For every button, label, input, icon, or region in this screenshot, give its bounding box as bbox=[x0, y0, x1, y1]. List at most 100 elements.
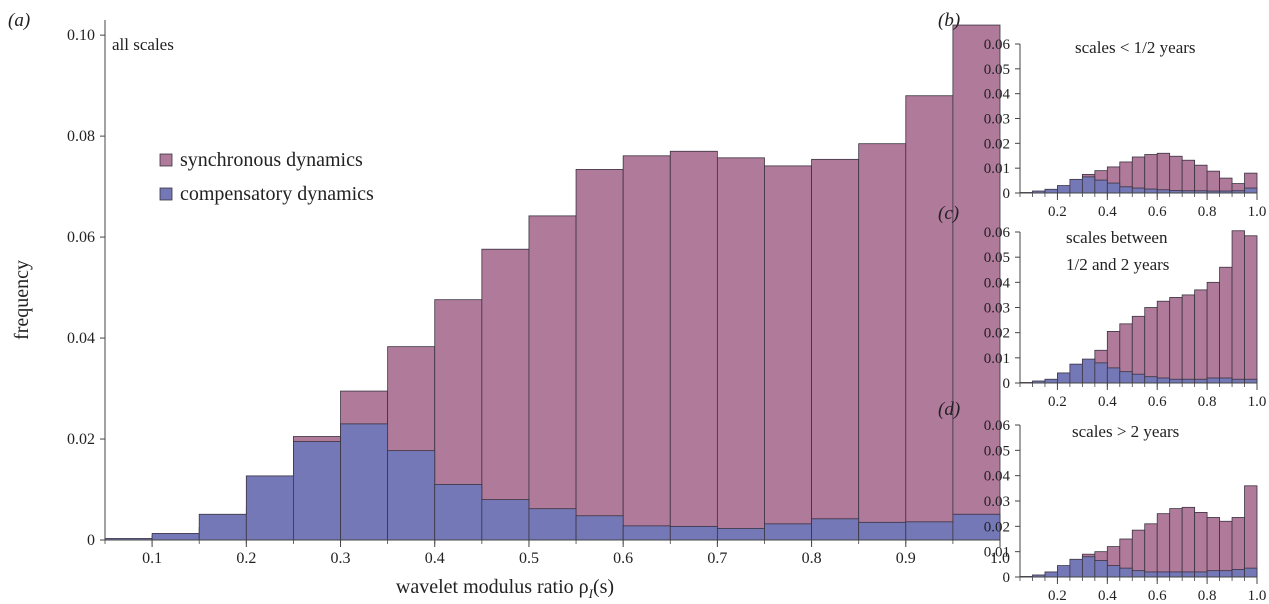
x-tick-label: 0.4 bbox=[425, 550, 445, 567]
bar bbox=[1169, 508, 1183, 578]
bar bbox=[1144, 188, 1158, 194]
legend-label: synchronous dynamics bbox=[180, 149, 363, 171]
bar bbox=[1206, 281, 1220, 384]
x-tick-label: 0.2 bbox=[1048, 204, 1067, 220]
bar bbox=[1044, 188, 1058, 194]
bar bbox=[340, 423, 389, 541]
bar bbox=[716, 527, 765, 541]
bar bbox=[1244, 235, 1258, 384]
bar bbox=[1244, 378, 1258, 384]
bar bbox=[1144, 571, 1158, 578]
x-tick-label: 0.4 bbox=[1098, 204, 1117, 220]
bar bbox=[1231, 378, 1245, 384]
x-axis-title-main: wavelet modulus ratio ρ bbox=[396, 576, 589, 598]
y-tick-label: 0.02 bbox=[984, 519, 1010, 535]
bar bbox=[1169, 571, 1183, 578]
y-tick-label: 0 bbox=[87, 532, 95, 549]
bar bbox=[1069, 558, 1083, 578]
bar bbox=[1169, 378, 1183, 384]
bar bbox=[1057, 565, 1071, 578]
bar bbox=[1181, 571, 1196, 578]
bar bbox=[858, 143, 907, 541]
panel-annotation-line: scales between bbox=[1066, 228, 1168, 247]
y-tick-label: 0.01 bbox=[984, 161, 1010, 177]
x-tick-label: 0.9 bbox=[896, 550, 916, 567]
bar bbox=[1144, 523, 1158, 578]
bar bbox=[1131, 315, 1146, 384]
y-tick-label: 0.02 bbox=[67, 431, 95, 448]
bar bbox=[575, 515, 624, 541]
y-tick-label: 0.06 bbox=[984, 37, 1011, 53]
bar bbox=[1181, 506, 1196, 578]
bar bbox=[1219, 520, 1233, 578]
series-synchronous bbox=[1019, 230, 1258, 384]
y-tick-label: 0.01 bbox=[984, 351, 1010, 367]
x-tick-label: 0.8 bbox=[1198, 204, 1217, 220]
x-tick-label: 0.1 bbox=[142, 550, 162, 567]
y-tick-label: 0 bbox=[1003, 570, 1011, 586]
panel-label: (a) bbox=[8, 10, 30, 31]
panel-d: 0 0.01 0.02 0.03 0.04 0.05 0.06 0.2 0.4 0.6 0.8 1.0… bbox=[938, 399, 1266, 604]
bar bbox=[1131, 529, 1146, 578]
bar bbox=[669, 150, 718, 541]
y-tick-label: 0.01 bbox=[984, 545, 1010, 561]
y-tick-label: 0.04 bbox=[984, 275, 1011, 291]
y-tick-label: 0.05 bbox=[984, 443, 1010, 459]
bar bbox=[1219, 266, 1233, 384]
bar bbox=[1119, 186, 1133, 194]
bar bbox=[764, 523, 812, 541]
y-tick-label: 0.04 bbox=[67, 330, 95, 347]
x-axis-title-tail: (s) bbox=[593, 576, 614, 598]
bar bbox=[1119, 371, 1133, 384]
bar bbox=[1169, 297, 1183, 384]
panel-c: 0 0.01 0.02 0.03 0.04 0.05 0.06 0.2 0.4 0.6 0.8 1.0… bbox=[938, 203, 1266, 410]
bar bbox=[1206, 517, 1220, 578]
bar bbox=[1094, 560, 1108, 578]
bar bbox=[1094, 179, 1108, 194]
bar bbox=[1194, 378, 1208, 384]
bar bbox=[1206, 170, 1220, 194]
bar bbox=[1244, 567, 1258, 578]
panel-label: (d) bbox=[938, 399, 960, 420]
bar bbox=[1106, 367, 1121, 384]
bar bbox=[1156, 571, 1171, 578]
bar bbox=[1181, 159, 1196, 194]
x-axis-title-subscript: I bbox=[588, 586, 594, 601]
panel-label: (c) bbox=[938, 203, 959, 224]
bar bbox=[1231, 230, 1245, 384]
bar bbox=[716, 157, 765, 541]
panel-annotation: scales < 1/2 years bbox=[1075, 38, 1196, 57]
x-tick-label: 0.2 bbox=[236, 550, 256, 567]
series-compensatory bbox=[104, 423, 1001, 541]
bar bbox=[1181, 378, 1196, 384]
bar bbox=[1156, 513, 1171, 578]
legend-swatch bbox=[159, 153, 173, 167]
bar bbox=[1081, 176, 1096, 194]
bar bbox=[1106, 182, 1121, 194]
bar bbox=[151, 533, 200, 541]
bar bbox=[1057, 185, 1071, 194]
y-tick-label: 0.05 bbox=[984, 62, 1010, 78]
x-tick-label: 0.5 bbox=[519, 550, 539, 567]
x-tick-label: 1.0 bbox=[990, 550, 1010, 567]
x-tick-label: 0.4 bbox=[1098, 588, 1117, 604]
x-tick-label: 0.8 bbox=[1198, 394, 1217, 410]
bar bbox=[1219, 570, 1233, 578]
bar bbox=[811, 518, 860, 541]
x-tick-label: 0.6 bbox=[1148, 394, 1167, 410]
bar bbox=[1231, 569, 1245, 578]
bar bbox=[1194, 289, 1208, 384]
bar bbox=[811, 158, 860, 541]
bar bbox=[1194, 512, 1208, 578]
bar bbox=[1194, 571, 1208, 578]
series-synchronous bbox=[1019, 485, 1258, 578]
y-tick-label: 0.02 bbox=[984, 136, 1010, 152]
bar bbox=[481, 248, 530, 541]
bar bbox=[1131, 187, 1146, 194]
bar bbox=[575, 169, 624, 541]
bar bbox=[245, 475, 294, 541]
x-tick-label: 0.3 bbox=[331, 550, 351, 567]
legend-label: compensatory dynamics bbox=[180, 183, 374, 205]
bar bbox=[905, 95, 954, 541]
bar bbox=[1081, 358, 1096, 384]
